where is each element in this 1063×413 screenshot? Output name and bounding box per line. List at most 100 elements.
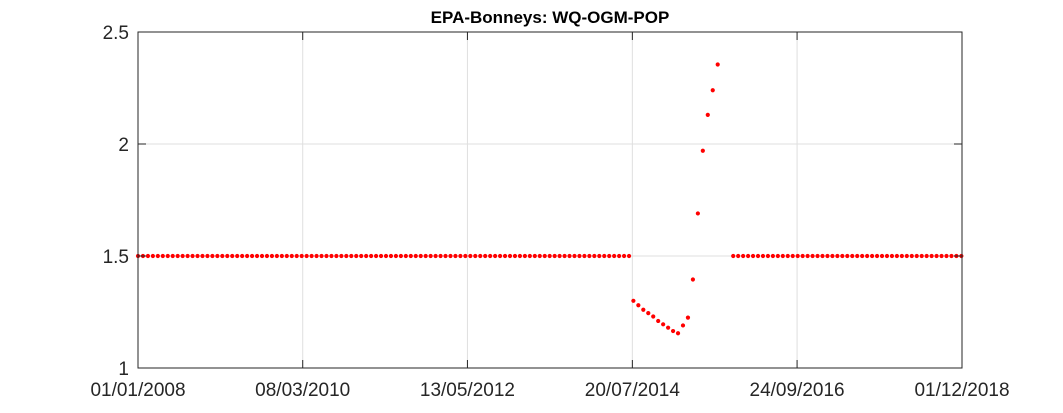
data-point	[160, 253, 165, 259]
data-point	[715, 62, 720, 67]
y-tick-label: 2.5	[103, 23, 129, 44]
data-point	[537, 253, 542, 259]
data-point	[780, 253, 785, 259]
data-point	[245, 253, 250, 259]
data-point	[557, 253, 562, 259]
data-point	[800, 253, 805, 259]
data-point	[552, 253, 557, 259]
data-point	[562, 253, 567, 259]
data-point	[909, 253, 914, 259]
data-point	[631, 298, 636, 303]
data-point	[790, 253, 795, 259]
y-tick-labels: 1 1.5 2 2.5	[103, 23, 129, 380]
data-point	[944, 253, 949, 259]
data-point	[195, 253, 200, 259]
chart-title: EPA-Bonneys: WQ-OGM-POP	[431, 8, 670, 27]
data-point	[770, 253, 775, 259]
data-point	[815, 253, 820, 259]
data-point	[155, 253, 160, 259]
data-point	[675, 331, 681, 336]
data-point	[884, 253, 890, 259]
data-point	[695, 211, 700, 216]
data-point	[215, 253, 220, 259]
data-point	[577, 253, 582, 259]
data-point	[805, 253, 810, 259]
data-point	[840, 253, 845, 259]
y-tick-label: 2	[118, 135, 129, 156]
data-point	[458, 253, 463, 259]
data-point	[175, 253, 180, 259]
data-point	[185, 253, 190, 259]
data-point	[369, 253, 374, 259]
data-point	[378, 253, 384, 259]
plot-area-frame	[137, 31, 963, 369]
data-point	[453, 253, 458, 259]
data-point	[651, 314, 656, 319]
data-point	[413, 253, 418, 259]
data-point	[210, 253, 215, 259]
data-point	[710, 88, 715, 93]
data-point	[929, 253, 934, 259]
data-point	[592, 253, 597, 259]
data-point	[899, 253, 904, 259]
data-point	[825, 253, 830, 259]
data-point	[845, 253, 850, 259]
data-point	[433, 253, 438, 259]
data-point	[572, 253, 577, 259]
data-point	[502, 253, 508, 259]
data-point	[349, 253, 354, 259]
data-point	[200, 253, 205, 259]
y-tick-label: 1	[118, 359, 129, 380]
data-point	[428, 253, 433, 259]
data-point	[180, 253, 185, 259]
grid-lines	[137, 31, 963, 369]
data-point	[587, 253, 592, 259]
data-point	[745, 253, 751, 259]
data-point	[289, 253, 294, 259]
data-point	[319, 253, 324, 259]
data-point	[150, 253, 155, 259]
data-point	[294, 253, 299, 259]
data-point	[493, 253, 498, 259]
data-point	[309, 253, 314, 259]
x-tick-label: 24/09/2016	[750, 380, 845, 401]
data-point	[220, 253, 225, 259]
data-point	[750, 253, 756, 259]
data-point	[279, 253, 284, 259]
data-point	[264, 253, 270, 259]
data-point	[869, 253, 875, 259]
data-point	[835, 253, 840, 259]
data-point	[641, 307, 646, 312]
data-point	[949, 253, 954, 259]
data-point	[284, 253, 289, 259]
data-point	[775, 253, 780, 259]
data-point	[254, 253, 260, 259]
x-tick-label: 08/03/2010	[255, 380, 350, 401]
data-point	[924, 253, 929, 259]
data-point	[170, 253, 175, 259]
data-point	[299, 253, 304, 259]
data-point	[830, 253, 835, 259]
data-point	[249, 253, 255, 259]
data-point	[690, 277, 696, 282]
data-point	[542, 253, 547, 259]
data-points	[135, 62, 964, 336]
data-point	[700, 148, 705, 153]
data-point	[344, 253, 349, 259]
data-point	[483, 253, 488, 259]
data-point	[919, 253, 924, 259]
data-point	[423, 253, 428, 259]
data-point	[731, 253, 736, 259]
data-point	[269, 253, 275, 259]
data-point	[235, 253, 240, 259]
data-point	[468, 253, 473, 259]
data-point	[860, 253, 865, 259]
data-point	[324, 253, 329, 259]
data-point	[165, 253, 170, 259]
data-point	[736, 253, 741, 259]
data-point	[879, 253, 885, 259]
data-point	[602, 253, 607, 259]
data-point	[443, 253, 448, 259]
data-point	[874, 253, 880, 259]
